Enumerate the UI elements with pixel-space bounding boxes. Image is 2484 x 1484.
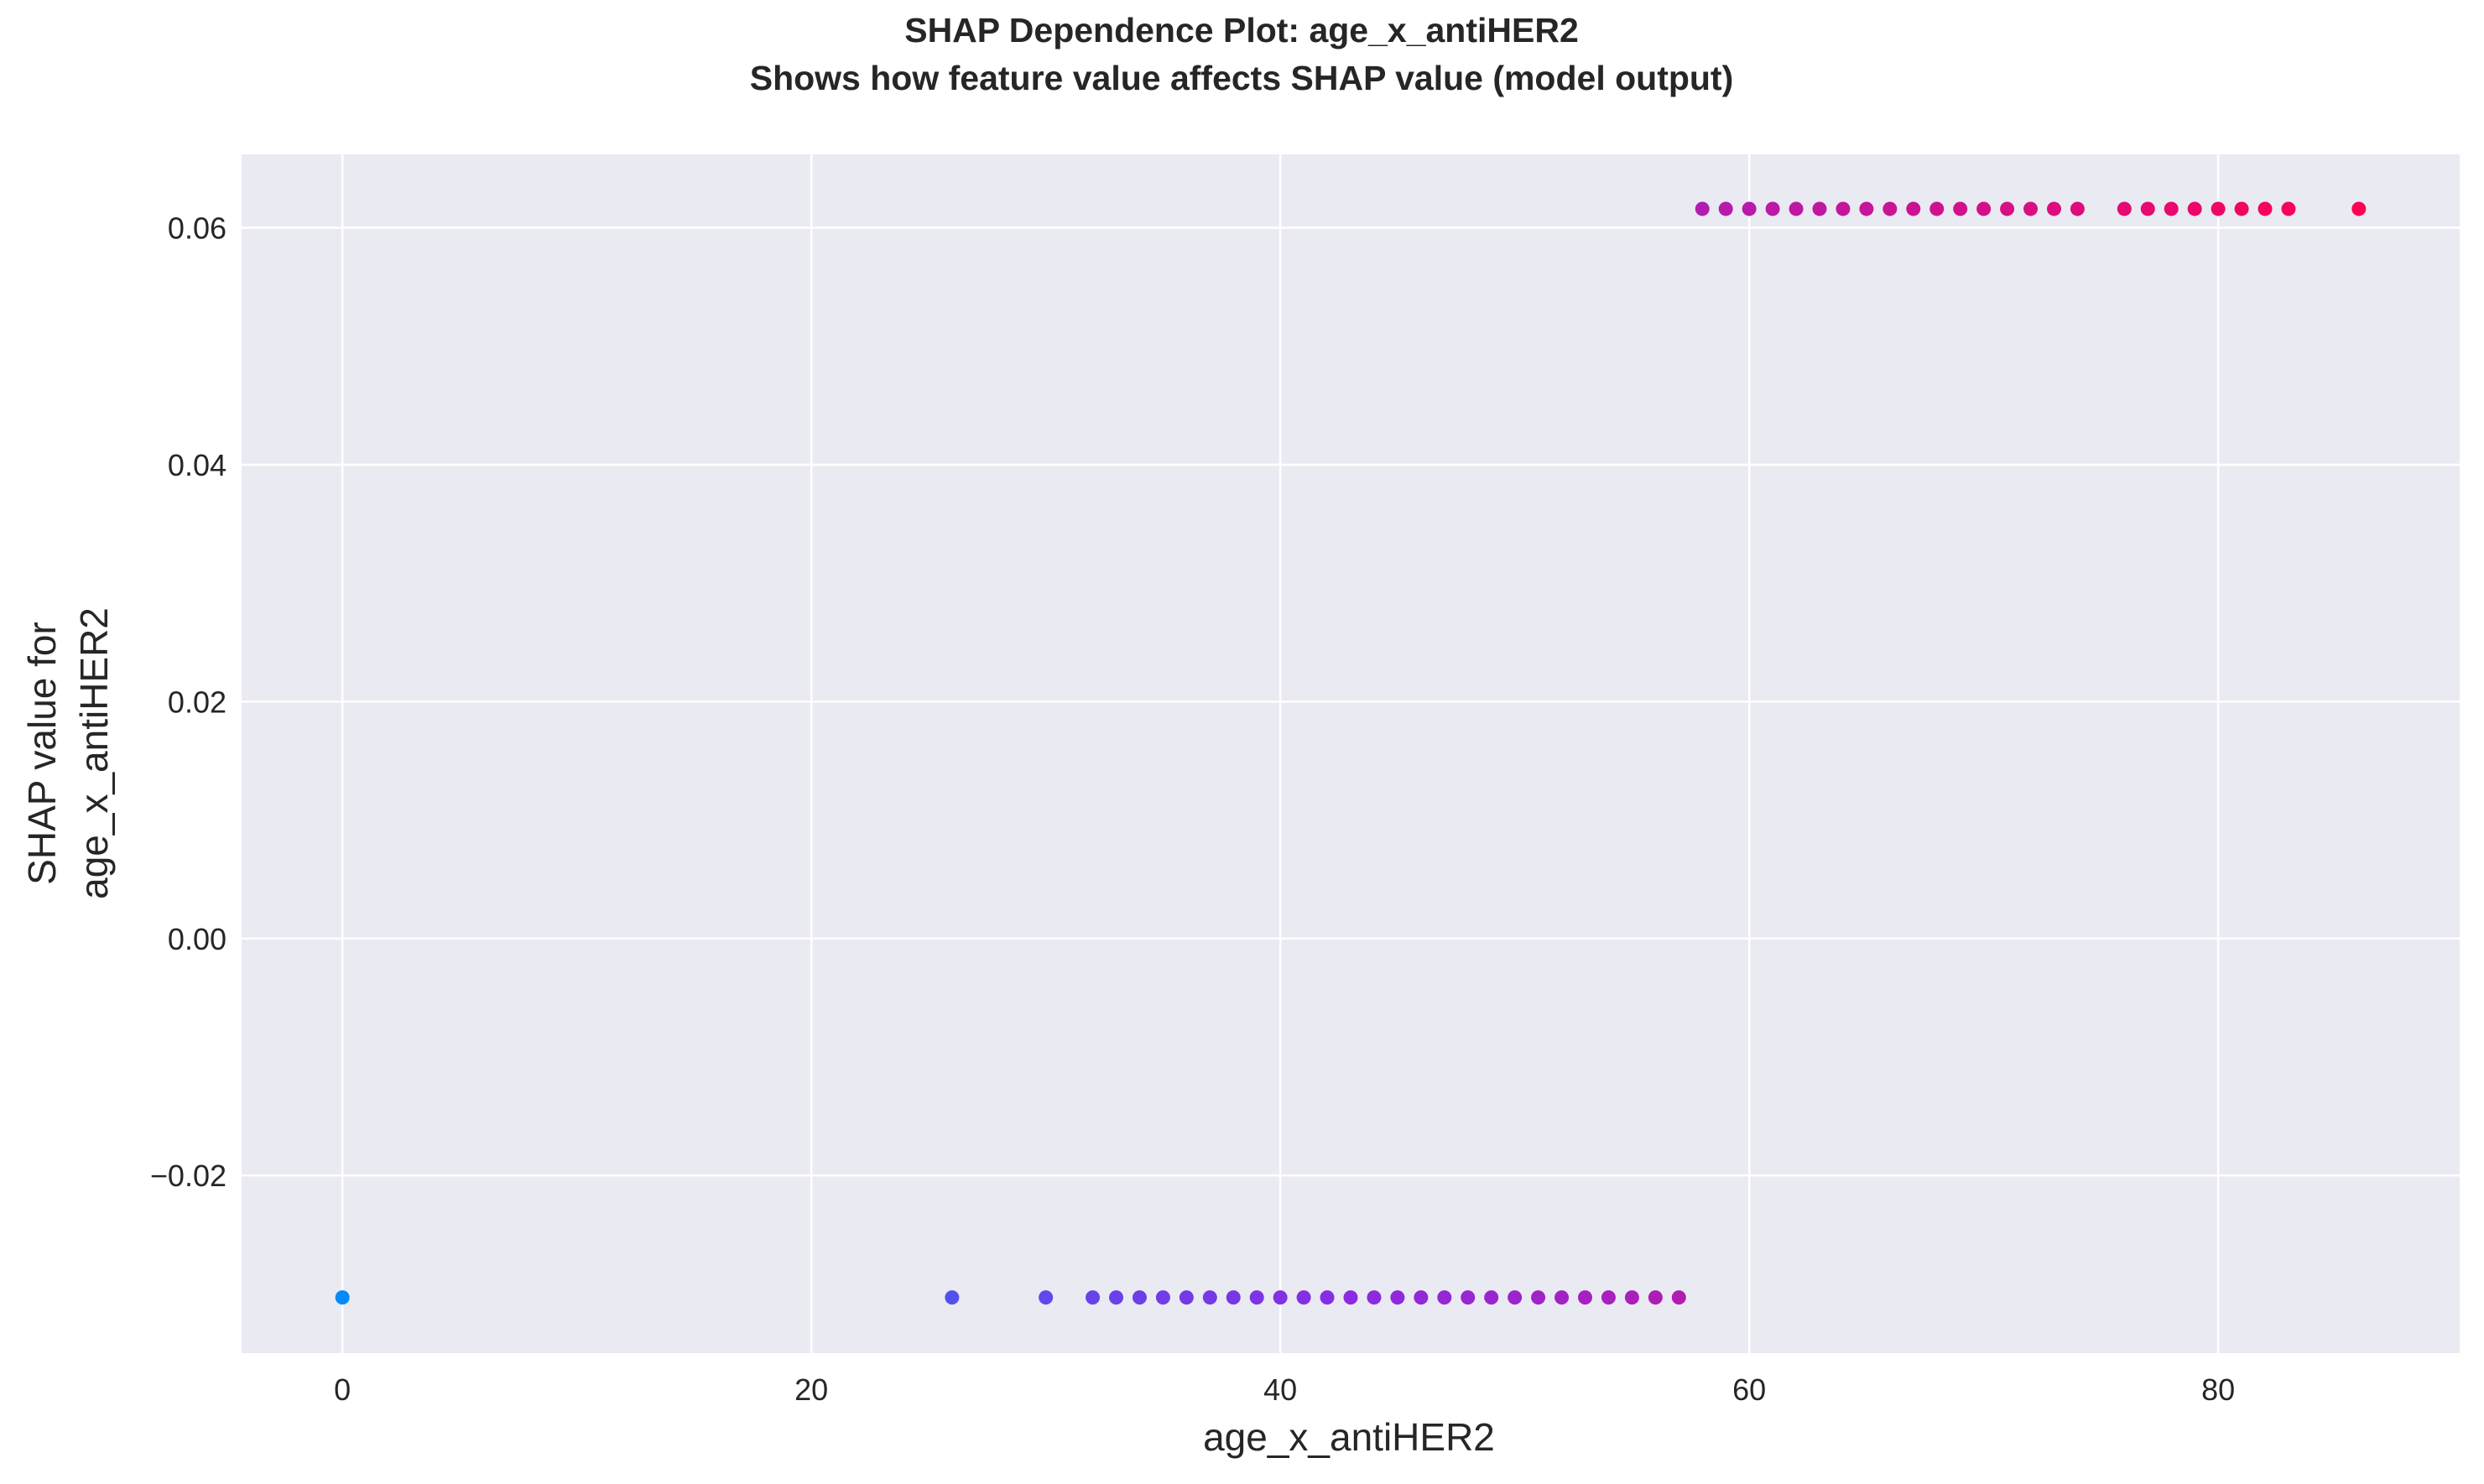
scatter-point [945,1290,960,1305]
scatter-point [1343,1290,1358,1305]
scatter-point [335,1290,350,1305]
x-tick-label: 20 [794,1372,828,1407]
scatter-point [1367,1290,1382,1305]
scatter-point [1249,1290,1264,1305]
scatter-point [1859,201,1874,216]
scatter-point [1671,1290,1686,1305]
scatter-point [1273,1290,1288,1305]
scatter-point [2046,201,2061,216]
scatter-point [1976,201,1992,216]
y-axis-label-line2: age_x_antiHER2 [72,607,116,899]
scatter-point [1414,1290,1429,1305]
scatter-point [2140,201,2155,216]
scatter-point [2070,201,2085,216]
scatter-point [1202,1290,1217,1305]
scatter-point [1929,201,1945,216]
scatter-point [1554,1290,1570,1305]
x-axis-label: age_x_antiHER2 [1203,1415,1495,1459]
scatter-point [1320,1290,1335,1305]
chart-title: SHAP Dependence Plot: age_x_antiHER2 [904,11,1579,49]
scatter-point [2351,201,2367,216]
scatter-point [1039,1290,1054,1305]
scatter-point [1953,201,1968,216]
y-tick-label: 0.04 [168,448,227,482]
scatter-point [1484,1290,1499,1305]
scatter-point [1742,201,1757,216]
scatter-point [2211,201,2226,216]
scatter-point [1624,1290,1639,1305]
scatter-point [2187,201,2202,216]
scatter-point [1109,1290,1124,1305]
scatter-point [1789,201,1804,216]
scatter-point [2023,201,2039,216]
scatter-point [1765,201,1780,216]
scatter-point [1836,201,1851,216]
scatter-point [2234,201,2249,216]
scatter-points [335,201,2367,1305]
scatter-point [2117,201,2132,216]
scatter-point [1577,1290,1592,1305]
x-tick-label: 60 [1732,1372,1766,1407]
scatter-point [1132,1290,1147,1305]
scatter-point [2164,201,2179,216]
y-axis-label-line1: SHAP value for [20,622,64,885]
y-tick-label: −0.02 [150,1159,227,1193]
scatter-point [1531,1290,1546,1305]
scatter-point [1906,201,1921,216]
plot-area [242,154,2460,1353]
chart-subtitle: Shows how feature value affects SHAP val… [750,59,1734,97]
scatter-point [2000,201,2015,216]
scatter-point [1086,1290,1101,1305]
y-tick-label: 0.02 [168,685,227,719]
scatter-point [1648,1290,1663,1305]
y-tick-label: 0.06 [168,211,227,246]
scatter-point [1695,201,1710,216]
grid-lines [242,154,2460,1353]
y-tick-label: 0.00 [168,922,227,956]
scatter-point [1883,201,1898,216]
x-tick-label: 80 [2201,1372,2235,1407]
scatter-point [1508,1290,1523,1305]
x-tick-labels: 0 20 40 60 80 [334,1372,2235,1407]
scatter-point [1226,1290,1241,1305]
y-tick-labels: −0.02 0.00 0.02 0.04 0.06 [150,211,227,1194]
scatter-point [1179,1290,1194,1305]
scatter-point [2281,201,2296,216]
scatter-point [2257,201,2273,216]
x-tick-label: 40 [1263,1372,1297,1407]
scatter-point [1390,1290,1405,1305]
x-tick-label: 0 [334,1372,351,1407]
scatter-point [1718,201,1733,216]
scatter-point [1437,1290,1452,1305]
scatter-point [1812,201,1827,216]
scatter-point [1296,1290,1311,1305]
scatter-point [1601,1290,1616,1305]
scatter-point [1155,1290,1170,1305]
scatter-point [1461,1290,1476,1305]
